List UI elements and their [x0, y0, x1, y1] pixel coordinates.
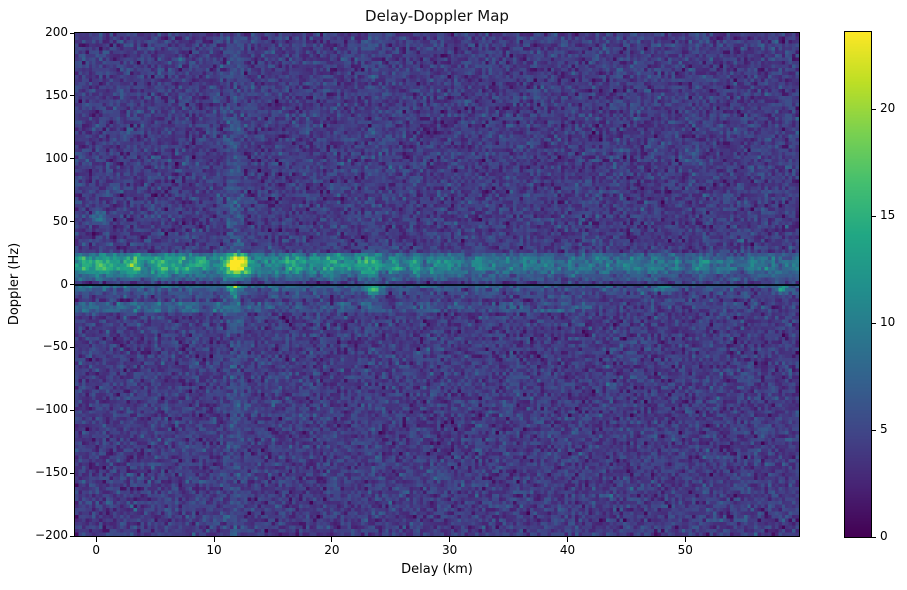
y-tick-mark	[70, 95, 75, 97]
y-tick-mark	[70, 472, 75, 474]
x-tick-mark	[684, 537, 686, 542]
colorbar-tick-mark	[872, 322, 876, 324]
colorbar-tick-label: 20	[880, 101, 896, 116]
y-tick-label: 0	[60, 276, 68, 291]
plot-area	[74, 32, 800, 537]
y-tick-mark	[70, 346, 75, 348]
x-tick-mark	[566, 537, 568, 542]
x-tick-label: 50	[677, 543, 693, 557]
y-tick-label: 50	[52, 213, 68, 228]
colorbar-canvas	[845, 32, 871, 537]
colorbar	[844, 31, 872, 538]
y-tick-label: −50	[42, 339, 68, 354]
zero-doppler-line	[75, 284, 799, 286]
y-tick-label: 150	[45, 87, 68, 102]
x-tick-label: 30	[442, 543, 458, 557]
y-tick-mark	[70, 535, 75, 537]
y-tick-mark	[70, 409, 75, 411]
x-tick-label: 20	[324, 543, 340, 557]
x-tick-mark	[331, 537, 333, 542]
x-axis-label: Delay (km)	[401, 562, 473, 577]
colorbar-tick-mark	[872, 108, 876, 110]
colorbar-tick-mark	[872, 429, 876, 431]
y-tick-label: 200	[45, 25, 68, 39]
x-tick-mark	[213, 537, 215, 542]
x-tick-mark	[95, 537, 97, 542]
colorbar-tick-label: 10	[880, 315, 896, 330]
y-tick-label: −150	[35, 465, 68, 480]
y-tick-label: −100	[35, 402, 68, 417]
y-tick-label: −200	[35, 528, 68, 542]
colorbar-tick-label: 0	[880, 529, 888, 543]
y-tick-mark	[70, 221, 75, 223]
x-tick-label: 10	[206, 543, 222, 557]
y-tick-label: 100	[45, 150, 68, 165]
x-tick-label: 0	[92, 543, 101, 557]
y-tick-mark	[70, 284, 75, 285]
y-tick-mark	[70, 32, 75, 34]
x-tick-mark	[449, 537, 451, 542]
colorbar-tick-label: 15	[880, 208, 896, 223]
colorbar-tick-mark	[872, 536, 876, 538]
colorbar-tick-label: 5	[880, 422, 888, 436]
chart-title: Delay-Doppler Map	[365, 7, 509, 25]
y-tick-mark	[70, 158, 75, 160]
x-tick-label: 40	[559, 543, 576, 557]
colorbar-tick-mark	[872, 215, 876, 217]
